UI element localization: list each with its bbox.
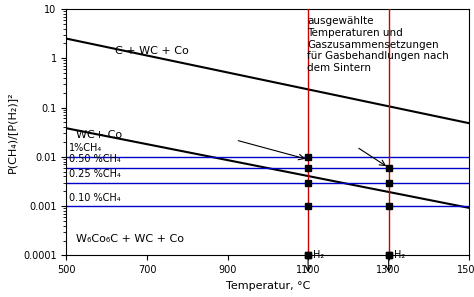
Text: W₆Co₆C + WC + Co: W₆Co₆C + WC + Co <box>76 233 184 244</box>
Text: 0.10 %CH₄: 0.10 %CH₄ <box>69 192 121 203</box>
Text: H₂: H₂ <box>313 250 324 260</box>
Text: 0.25 %CH₄: 0.25 %CH₄ <box>69 169 121 179</box>
Text: WC+ Co: WC+ Co <box>76 130 123 140</box>
Y-axis label: P(CH₄)/[P(H₂)]²: P(CH₄)/[P(H₂)]² <box>8 91 18 173</box>
Text: H₂: H₂ <box>393 250 405 260</box>
Text: ausgewählte
Temperaturen und
Gaszusammensetzungen
für Gasbehandlungen nach
dem S: ausgewählte Temperaturen und Gaszusammen… <box>307 16 449 73</box>
Text: 0.50 %CH₄: 0.50 %CH₄ <box>69 154 121 164</box>
Text: C + WC + Co: C + WC + Co <box>115 46 189 56</box>
Text: 1%CH₄: 1%CH₄ <box>69 143 102 153</box>
X-axis label: Temperatur, °C: Temperatur, °C <box>226 281 310 291</box>
